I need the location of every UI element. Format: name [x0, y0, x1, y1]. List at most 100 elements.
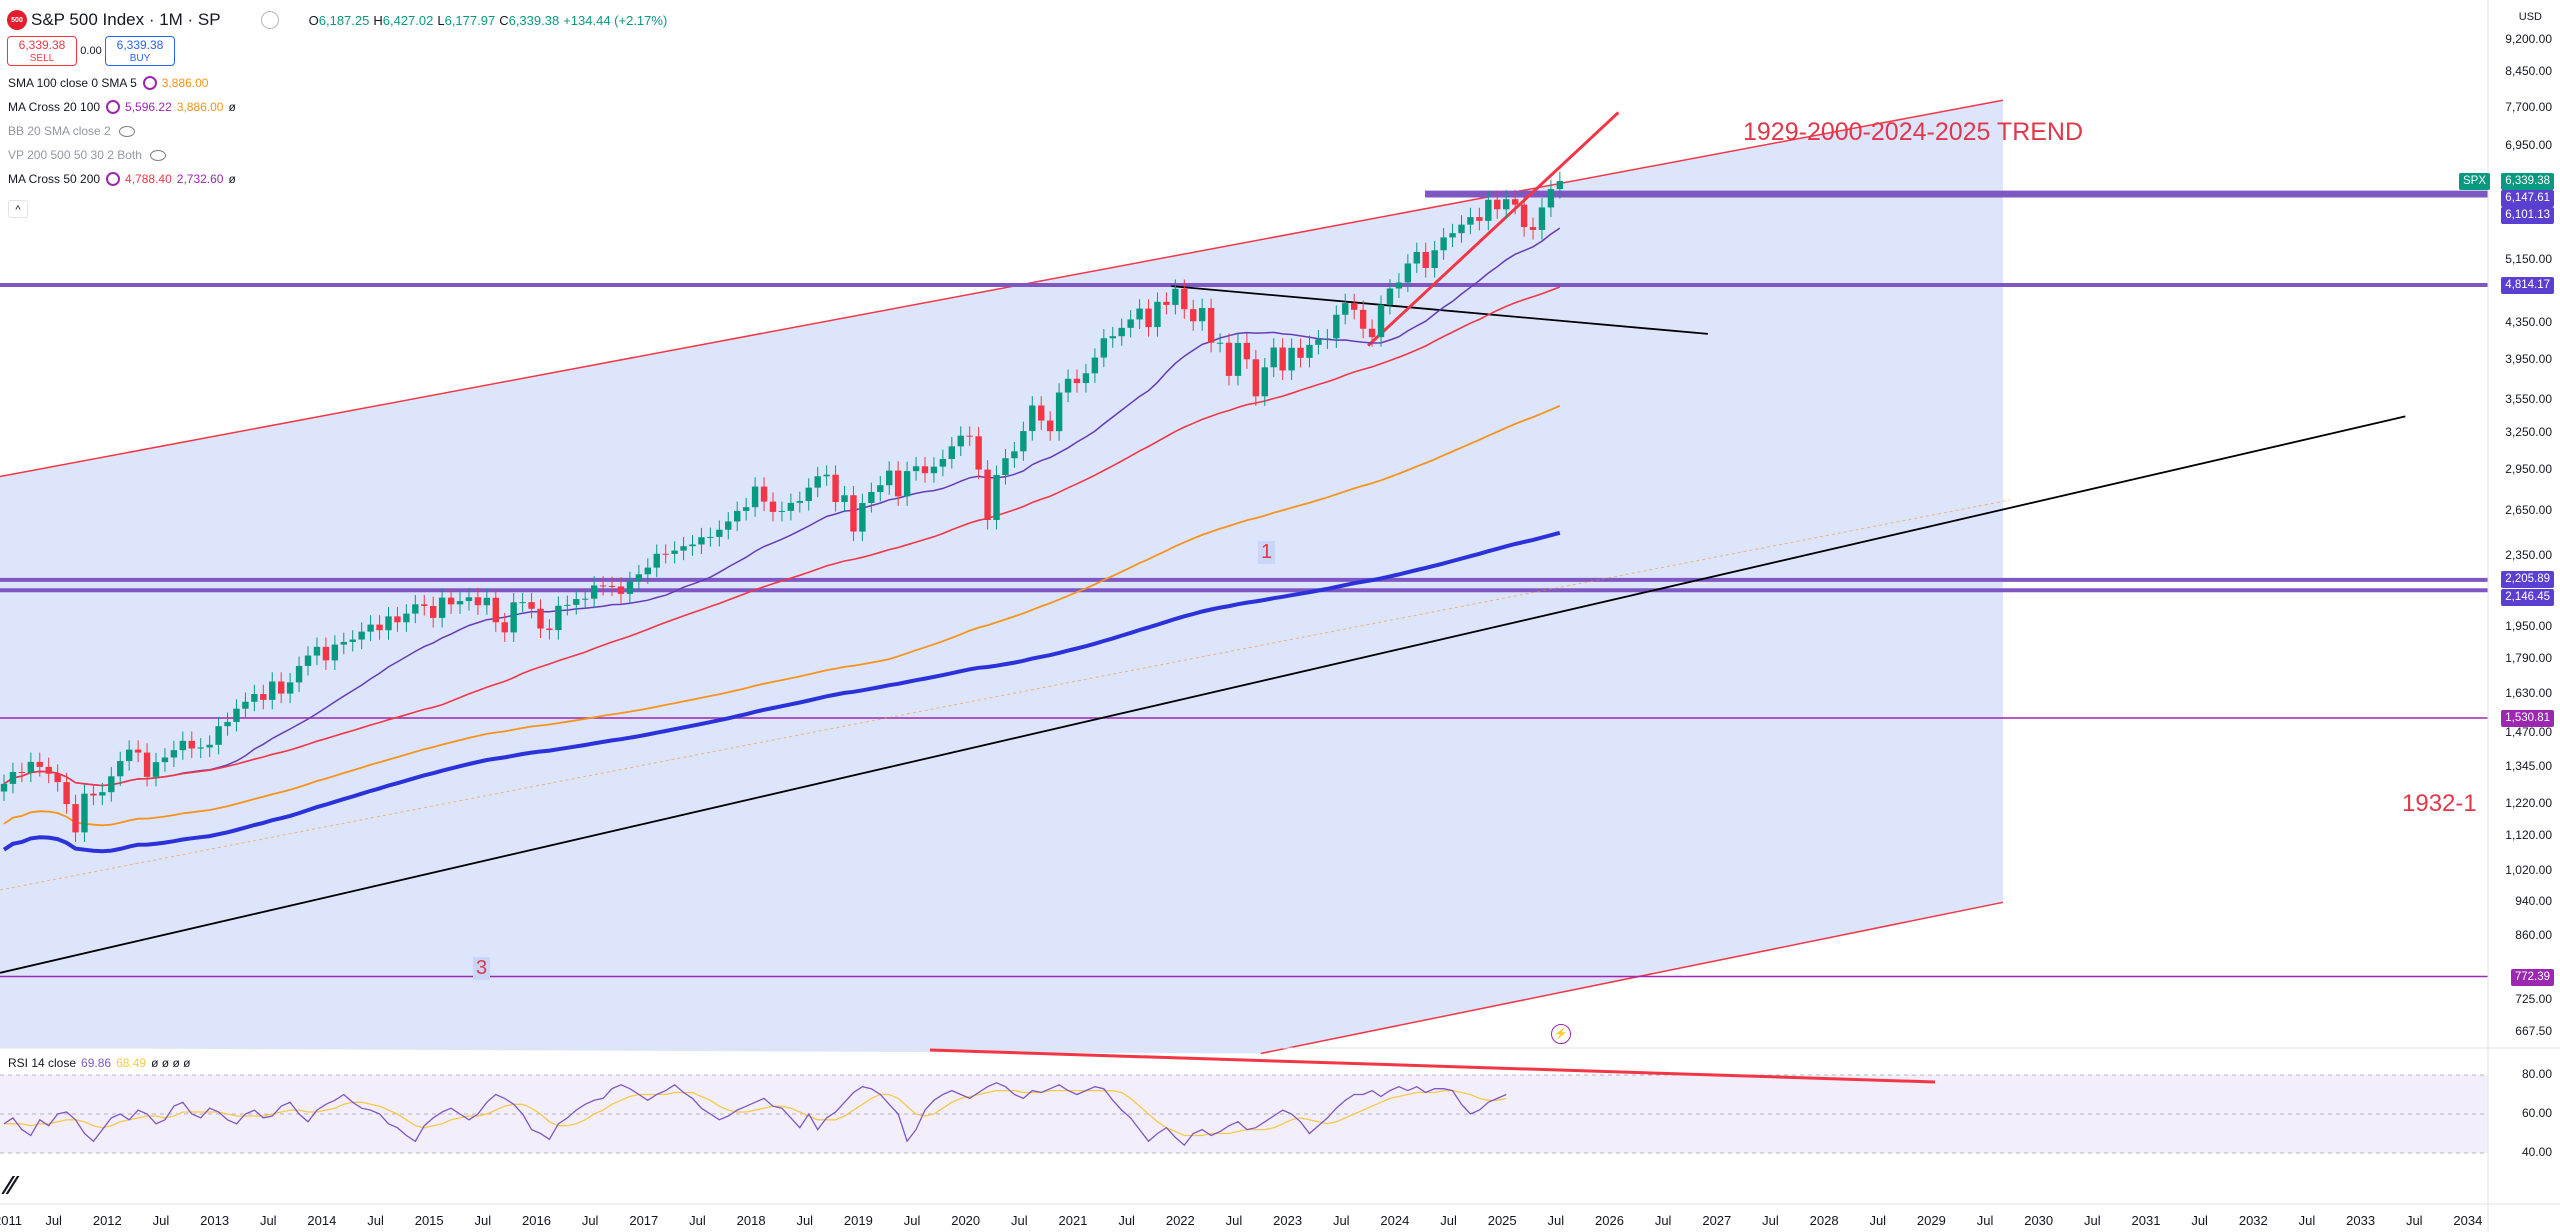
candle-body	[1279, 347, 1286, 371]
price-tick-label: 2,350.00	[2505, 548, 2552, 563]
time-tick-label: Jul	[903, 1213, 921, 1228]
candle-body	[1109, 336, 1116, 339]
trend-channel-upper	[0, 99, 2004, 478]
candle-body	[1494, 199, 1501, 210]
marker-3[interactable]: 3	[473, 957, 491, 980]
indicator-row[interactable]: VP 200 500 50 30 2 Both	[8, 148, 166, 162]
price-tick-label: 8,450.00	[2505, 64, 2552, 79]
candle-body	[412, 604, 419, 614]
candle-body	[90, 793, 97, 796]
price-tick-label: 7,700.00	[2505, 99, 2552, 114]
ohlc-values: O6,187.25 H6,427.02 L6,177.97 C6,339.38 +134…	[309, 13, 672, 28]
candle-body	[421, 604, 428, 606]
candle-body	[385, 616, 392, 631]
tradingview-logo-icon[interactable]: ⁄⁄	[6, 1170, 15, 1200]
candle-body	[1038, 405, 1045, 421]
time-tick-label: Jul	[259, 1213, 277, 1228]
candle-body	[1100, 338, 1108, 358]
candle-body	[1324, 338, 1331, 340]
candle-body	[1368, 328, 1376, 338]
collapse-legend-button[interactable]: ^	[8, 200, 28, 218]
market-status-icon[interactable]	[260, 11, 279, 29]
time-tick-label: 2030	[2024, 1213, 2054, 1228]
trend-label[interactable]: 1929-2000-2024-2025 TREND	[1743, 118, 2084, 146]
rsi-tick-label: 60.00	[2521, 1106, 2552, 1120]
time-tick-label: Jul	[1547, 1213, 1565, 1228]
indicator-value: 5,596.22	[125, 100, 172, 114]
candle-body	[1082, 373, 1090, 384]
candle-body	[1377, 304, 1385, 338]
visibility-eye-icon[interactable]	[118, 125, 135, 137]
indicator-row[interactable]: MA Cross 20 100 5,596.22 3,886.00 ø	[8, 100, 236, 114]
candle-body	[117, 761, 124, 777]
trendline-support	[0, 415, 2406, 974]
ohlc-l: L6,177.97	[437, 12, 496, 28]
candle-body	[1413, 251, 1420, 264]
price-tick-label: 6,950.00	[2505, 138, 2552, 153]
candle-body	[36, 761, 43, 767]
price-tick-label: 4,350.00	[2505, 315, 2552, 330]
candle-body	[707, 536, 714, 538]
candle-body	[1181, 288, 1188, 310]
candle-body	[635, 574, 643, 582]
candle-body	[805, 487, 812, 502]
settings-gear-icon[interactable]	[142, 76, 157, 90]
candle-body	[1163, 301, 1170, 305]
settings-gear-icon[interactable]	[106, 100, 121, 114]
price-tick-label: 1,020.00	[2505, 863, 2552, 878]
indicator-row[interactable]: BB 20 SMA close 2	[8, 124, 135, 138]
candle-body	[1547, 189, 1555, 208]
candle-body	[170, 750, 178, 758]
buy-button[interactable]: 6,339.38 BUY	[105, 36, 175, 66]
candle-body	[492, 597, 499, 623]
indicator-row[interactable]: SMA 100 close 0 SMA 5 3,886.00	[8, 76, 208, 90]
indicator-name: MA Cross 20 100	[8, 100, 101, 114]
marker-1[interactable]: 1	[1258, 541, 1276, 564]
visibility-eye-icon[interactable]	[149, 149, 166, 161]
candle-body	[1261, 367, 1268, 397]
candle-body	[537, 608, 544, 629]
candle-body	[1342, 303, 1349, 315]
candle-body	[0, 783, 8, 792]
time-tick-label: 2012	[92, 1213, 122, 1228]
candle-body	[778, 510, 786, 512]
lightning-icon[interactable]: ⚡	[1551, 1024, 1571, 1044]
candle-body	[519, 602, 526, 604]
candle-body	[277, 681, 285, 694]
candle-body	[465, 597, 473, 602]
time-tick-label: 2025	[1487, 1213, 1517, 1228]
candle-body	[1449, 233, 1456, 238]
candle-body	[617, 586, 625, 594]
time-tick-label: 2029	[1916, 1213, 1946, 1228]
rsi-legend: RSI 14 close 69.86 68.49 ø ø ø ø	[8, 1056, 191, 1070]
candle-body	[599, 585, 607, 587]
trade-buttons: 6,339.38 SELL 0.00 6,339.38 BUY	[7, 36, 175, 66]
candle-body	[233, 708, 240, 722]
candle-body	[590, 585, 598, 599]
indicator-value: ø	[228, 172, 236, 186]
candle-body	[1359, 309, 1367, 329]
candle-body	[510, 602, 517, 633]
trend-channel-lower	[1260, 901, 2004, 1055]
candle-body	[886, 470, 893, 486]
candle-body	[930, 466, 938, 474]
sell-button[interactable]: 6,339.38 SELL	[7, 36, 77, 66]
settings-gear-icon[interactable]	[106, 172, 121, 186]
price-tick-label: 1,790.00	[2505, 650, 2552, 665]
currency-label: USD	[2518, 11, 2542, 23]
candle-body	[903, 471, 911, 497]
candle-body	[894, 470, 902, 497]
indicator-row[interactable]: MA Cross 50 200 4,788.40 2,732.60 ø	[8, 172, 236, 186]
candle-body	[483, 597, 491, 606]
candle-body	[662, 553, 669, 555]
candle-body	[1145, 308, 1152, 328]
label-1932[interactable]: 1932-1	[2402, 790, 2477, 817]
candle-body	[331, 644, 339, 661]
candle-body	[215, 726, 222, 745]
time-tick-label: Jul	[152, 1213, 170, 1228]
symbol-title[interactable]: S&P 500 Index · 1M · SP	[31, 10, 221, 29]
candle-body	[1091, 357, 1099, 374]
candle-body	[1127, 319, 1134, 328]
candle-body	[573, 599, 580, 605]
